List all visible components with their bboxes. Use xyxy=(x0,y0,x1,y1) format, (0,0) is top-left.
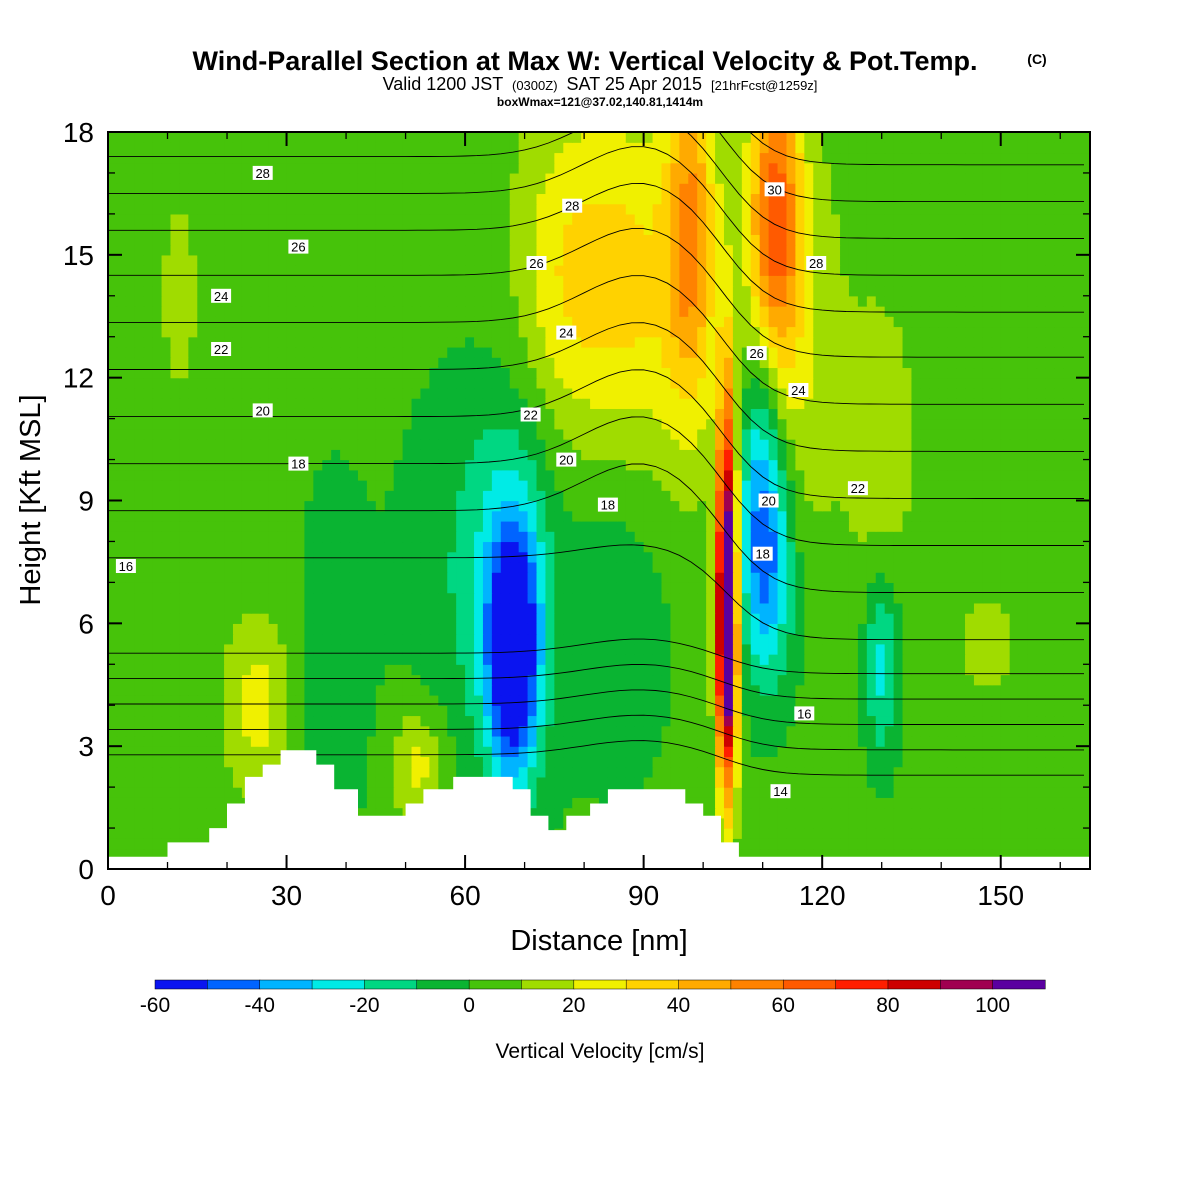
theta-contour xyxy=(108,275,1084,405)
contour-label: 22 xyxy=(520,407,541,423)
valid-date: SAT 25 Apr 2015 xyxy=(567,74,702,94)
contour-label: 20 xyxy=(556,452,577,468)
theta-contour xyxy=(108,689,1084,725)
y-axis: 0 3 6 9 12 15 18 xyxy=(63,117,1090,885)
theta-contour xyxy=(108,544,1084,641)
contour-label: 26 xyxy=(526,256,547,271)
colorbar-swatch xyxy=(416,979,470,990)
theta-contour xyxy=(108,146,1084,276)
colorbar-tick-label: 20 xyxy=(562,994,585,1017)
theta-contour xyxy=(108,740,1084,776)
theta-contour xyxy=(718,132,1084,203)
contour-label: 28 xyxy=(562,198,583,214)
x-axis: 0 30 60 90 120 150 xyxy=(100,132,1061,911)
colorbar-swatch xyxy=(835,979,889,990)
x-tick-label: 60 xyxy=(450,880,481,911)
colorbar-swatch xyxy=(468,979,523,990)
chart-title: Wind-Parallel Section at Max W: Vertical… xyxy=(193,46,978,76)
theta-contour xyxy=(108,664,1084,700)
copyright-mark: (C) xyxy=(1027,51,1046,67)
x-tick-label: 90 xyxy=(628,880,659,911)
colorbar-tick-label: 100 xyxy=(975,994,1010,1017)
theta-contour xyxy=(108,463,1084,594)
theta-contour xyxy=(108,228,1084,358)
theta-contour xyxy=(108,132,1084,239)
contour-label: 22 xyxy=(847,481,868,496)
colorbar-swatch xyxy=(573,979,627,990)
theta-contour xyxy=(108,183,1084,313)
contour-label: 20 xyxy=(252,403,273,418)
colorbar-swatch xyxy=(887,979,941,990)
valid-utc: (0300Z) xyxy=(512,78,558,93)
chart-header: Wind-Parallel Section at Max W: Vertical… xyxy=(193,46,1047,109)
y-tick-label: 0 xyxy=(78,854,94,885)
colorbar-tick-label: 0 xyxy=(463,994,475,1017)
y-tick-label: 6 xyxy=(78,608,94,639)
y-tick-label: 12 xyxy=(63,363,94,394)
contour-label: 18 xyxy=(752,546,773,562)
box-info: boxWmax=121@37.02,140.81,1414m xyxy=(497,95,703,109)
contour-label: 24 xyxy=(211,288,232,304)
colorbar-swatch xyxy=(678,979,732,990)
colorbar-swatch xyxy=(521,979,575,990)
y-tick-label: 3 xyxy=(78,731,94,762)
x-tick-label: 30 xyxy=(271,880,302,911)
x-tick-label: 150 xyxy=(977,880,1024,911)
y-tick-label: 9 xyxy=(78,486,94,517)
colorbar-swatch xyxy=(992,979,1046,990)
theta-contour xyxy=(749,132,1084,166)
colorbar-swatch xyxy=(154,979,208,990)
contour-label: 26 xyxy=(288,239,309,255)
valid-prefix: Valid 1200 JST xyxy=(383,74,504,94)
y-tick-label: 18 xyxy=(63,117,94,148)
forecast-info: [21hrFcst@1259z] xyxy=(711,78,817,93)
colorbar-tick-label: -60 xyxy=(140,994,170,1017)
colorbar-swatch xyxy=(364,979,418,990)
colorbar-swatch xyxy=(311,979,365,990)
contour-label: 28 xyxy=(252,165,273,181)
colorbar-swatch xyxy=(625,979,680,990)
contour-label: 16 xyxy=(794,706,815,721)
valid-time-line: Valid 1200 JST (0300Z) SAT 25 Apr 2015 [… xyxy=(383,74,818,94)
contour-label: 30 xyxy=(764,182,785,197)
colorbar-label: Vertical Velocity [cm/s] xyxy=(496,1040,705,1063)
theta-contour xyxy=(108,322,1084,452)
y-tick-label: 15 xyxy=(63,240,94,271)
colorbar-swatch xyxy=(940,979,994,990)
colorbar-tick-label: -40 xyxy=(245,994,275,1017)
contour-label: 28 xyxy=(806,256,827,271)
terrain-mask xyxy=(108,750,1090,869)
contour-label: 18 xyxy=(288,456,309,472)
contour-label: 24 xyxy=(788,383,809,398)
colorbar-tick-label: 40 xyxy=(667,994,690,1017)
contour-label: 14 xyxy=(770,784,791,799)
contour-label: 18 xyxy=(597,497,618,513)
contour-label: 22 xyxy=(211,342,232,357)
colorbar: -60 -40 -20 0 20 40 60 80 100 xyxy=(140,979,1046,1017)
contour-label: 24 xyxy=(556,325,577,341)
x-tick-label: 0 xyxy=(100,880,116,911)
theta-contour xyxy=(108,714,1084,751)
colorbar-tick-label: -20 xyxy=(349,994,379,1017)
contour-label: 20 xyxy=(758,493,779,509)
colorbar-swatch xyxy=(207,979,261,990)
colorbar-swatch xyxy=(259,979,313,990)
x-tick-label: 120 xyxy=(799,880,846,911)
terrain xyxy=(108,750,1090,869)
colorbar-tick-label: 80 xyxy=(876,994,899,1017)
colorbar-tick-label: 60 xyxy=(772,994,795,1017)
contour-label: 16 xyxy=(115,559,136,574)
x-axis-label: Distance [nm] xyxy=(510,925,687,957)
colorbar-swatch xyxy=(730,979,784,990)
theta-contour xyxy=(108,416,1084,546)
theta-contour xyxy=(108,638,1084,675)
y-axis-label: Height [Kft MSL] xyxy=(15,394,47,605)
vertical-velocity-field xyxy=(108,132,1090,869)
contour-label: 26 xyxy=(746,346,767,361)
contour-labels: 28 26 24 22 20 18 16 28 26 24 22 20 18 30 28 26 24 22 20 18… xyxy=(115,165,868,799)
colorbar-swatch xyxy=(782,979,837,990)
